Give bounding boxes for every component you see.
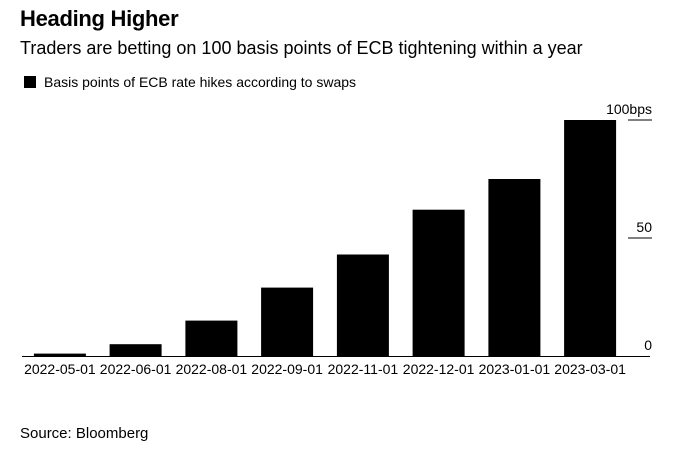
bar-2022-05-01 bbox=[33, 353, 86, 356]
x-tick-label: 2022-08-01 bbox=[176, 361, 248, 377]
y-tick-label: 100bps bbox=[606, 101, 652, 117]
y-tick-label: 0 bbox=[644, 337, 652, 353]
x-tick-label: 2022-09-01 bbox=[251, 361, 323, 377]
source-note: Source: Bloomberg bbox=[20, 425, 149, 442]
bar-2022-08-01 bbox=[185, 320, 238, 356]
bar-2022-11-01 bbox=[336, 254, 389, 356]
x-tick-label: 2023-01-01 bbox=[479, 361, 551, 377]
x-tick-label: 2022-05-01 bbox=[24, 361, 96, 377]
bar-2022-09-01 bbox=[261, 287, 314, 356]
bar-2022-12-01 bbox=[412, 209, 465, 356]
bar-2023-03-01 bbox=[564, 120, 617, 356]
x-tick-label: 2022-06-01 bbox=[100, 361, 172, 377]
x-tick-label: 2022-11-01 bbox=[328, 361, 399, 377]
bar-2023-01-01 bbox=[488, 179, 541, 356]
legend-swatch bbox=[24, 76, 36, 88]
x-tick-label: 2022-12-01 bbox=[403, 361, 475, 377]
chart-title: Heading Higher bbox=[20, 6, 179, 31]
legend-label: Basis points of ECB rate hikes according… bbox=[44, 74, 357, 90]
bar-2022-06-01 bbox=[109, 344, 162, 356]
chart-subtitle: Traders are betting on 100 basis points … bbox=[20, 38, 583, 58]
legend: Basis points of ECB rate hikes according… bbox=[24, 74, 356, 90]
y-tick-label: 50 bbox=[636, 219, 652, 235]
x-tick-label: 2023-03-01 bbox=[554, 361, 626, 377]
